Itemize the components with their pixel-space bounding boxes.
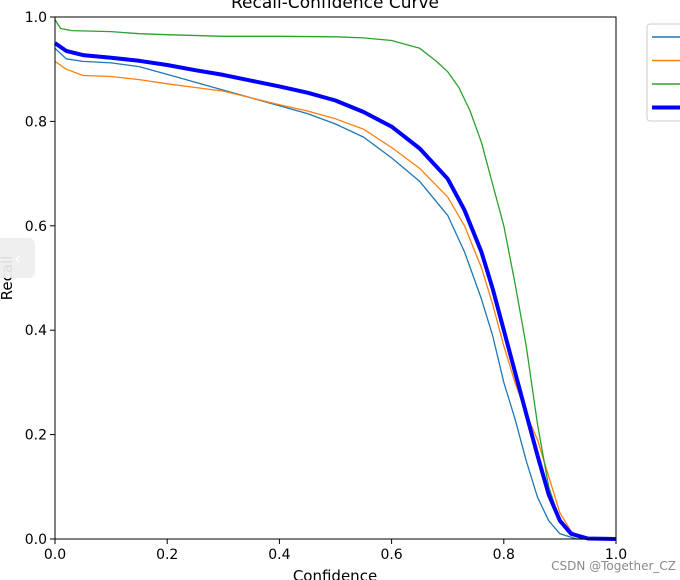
x-tick-label: 0.8: [493, 547, 515, 563]
legend-entries: [652, 36, 680, 110]
x-tick-label: 0.4: [268, 547, 290, 563]
plot-frame: [54, 16, 617, 540]
y-tick-label: 1.0: [25, 10, 47, 26]
y-tick-label: 0.4: [25, 323, 47, 339]
x-tick-label: 1.0: [605, 547, 627, 563]
series-line-2: [54, 60, 616, 540]
y-tick-label: 0.8: [25, 114, 47, 130]
x-tick-label: 0.6: [380, 547, 402, 563]
y-tick-label: 0.6: [25, 219, 47, 235]
watermark: CSDN @Together_CZ: [551, 559, 676, 573]
x-axis-title: Confidence: [293, 567, 377, 580]
collapse-side-tab[interactable]: ‹: [0, 238, 35, 278]
y-tick-label: 0.0: [25, 532, 47, 548]
x-tick-label: 0.2: [156, 547, 178, 563]
series-line-3: [54, 19, 616, 540]
legend-box: [646, 23, 680, 122]
y-tick-label: 0.2: [25, 428, 47, 444]
legend: [646, 23, 680, 122]
x-tick-label: 0.0: [44, 547, 66, 563]
chevron-left-icon: ‹: [14, 248, 21, 268]
series-line-4: [53, 41, 617, 541]
ticks-layer: 0.0 0.2 0.4 0.6 0.8 1.0 0.0 0.2 0.4 0.6 0.8 1.0: [25, 10, 627, 563]
series-layer: [53, 19, 617, 541]
chart-title: Recall-Confidence Curve: [231, 0, 439, 13]
series-line-1: [54, 47, 616, 540]
